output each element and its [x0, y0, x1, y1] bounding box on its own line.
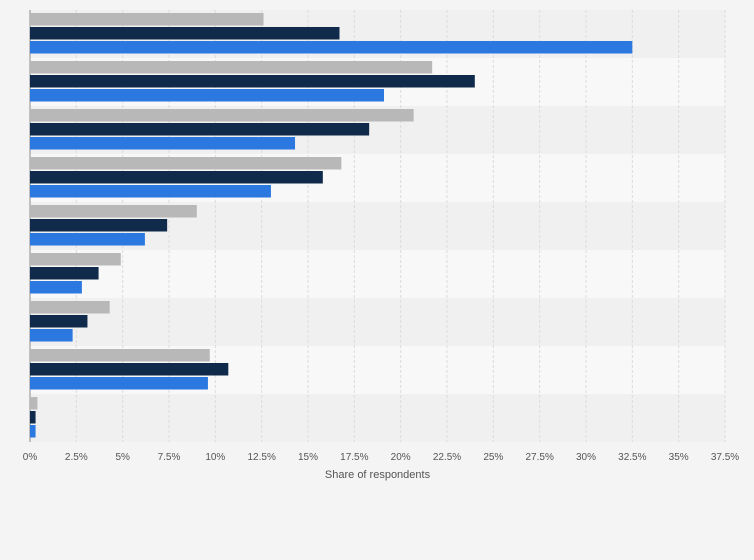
- bar: [30, 41, 633, 54]
- bar: [30, 27, 340, 40]
- bar: [30, 267, 99, 280]
- x-tick-label: 0%: [23, 452, 38, 463]
- bar: [30, 363, 229, 376]
- bar: [30, 315, 88, 328]
- x-tick-label: 5%: [115, 452, 130, 463]
- bar: [30, 425, 36, 438]
- x-tick-label: 22.5%: [433, 452, 461, 463]
- x-tick-label: 17.5%: [340, 452, 368, 463]
- bar: [30, 89, 384, 102]
- x-tick-label: 10%: [205, 452, 225, 463]
- bar: [30, 397, 38, 410]
- bar: [30, 205, 197, 218]
- x-tick-label: 35%: [669, 452, 689, 463]
- x-tick-label: 15%: [298, 452, 318, 463]
- bar: [30, 13, 264, 26]
- bar: [30, 157, 342, 170]
- x-axis-title: Share of respondents: [325, 469, 431, 481]
- bar: [30, 377, 208, 390]
- bar: [30, 185, 271, 198]
- x-tick-label: 30%: [576, 452, 596, 463]
- category-band: [30, 298, 725, 346]
- x-tick-label: 32.5%: [618, 452, 646, 463]
- x-tick-label: 2.5%: [65, 452, 88, 463]
- x-tick-label: 37.5%: [711, 452, 739, 463]
- bar: [30, 281, 82, 294]
- bars: [30, 13, 633, 438]
- bar: [30, 301, 110, 314]
- category-band: [30, 250, 725, 298]
- bar: [30, 171, 323, 184]
- bar: [30, 137, 296, 150]
- bar: [30, 329, 73, 342]
- x-tick-label: 20%: [391, 452, 411, 463]
- bar: [30, 411, 36, 424]
- bar: [30, 109, 414, 122]
- bar: [30, 349, 210, 362]
- bar: [30, 61, 433, 74]
- bar: [30, 219, 168, 232]
- x-tick-label: 27.5%: [525, 452, 553, 463]
- bar: [30, 233, 145, 246]
- category-band: [30, 394, 725, 442]
- bar: [30, 123, 370, 136]
- x-tick-labels: 0% 2.5% 5% 7.5% 10% 12.5% 15% 17.5% 20% 22.5% 25% 2…: [23, 452, 740, 463]
- bar: [30, 253, 121, 266]
- x-tick-label: 12.5%: [247, 452, 275, 463]
- x-tick-label: 25%: [483, 452, 503, 463]
- x-tick-label: 7.5%: [158, 452, 181, 463]
- bar: [30, 75, 475, 88]
